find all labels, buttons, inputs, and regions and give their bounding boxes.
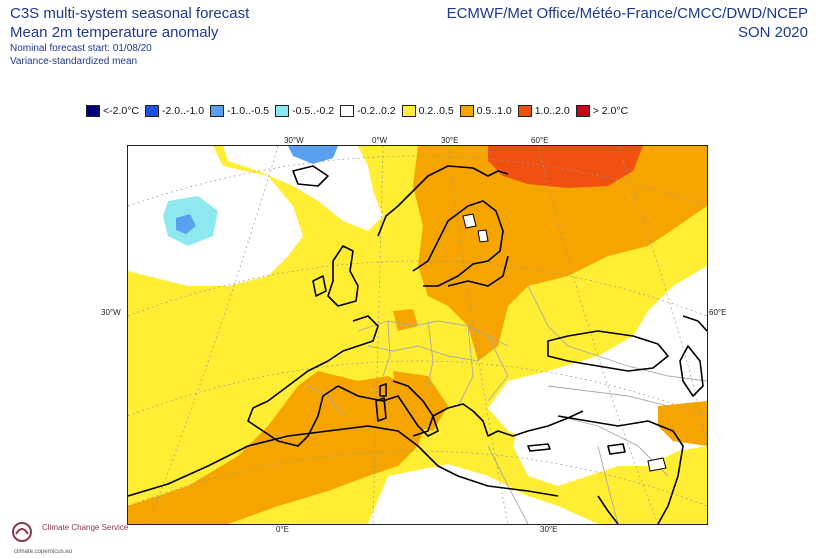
legend-label: > 2.0°C (592, 105, 629, 117)
legend-item: 1.0..2.0 (517, 105, 570, 117)
legend-label: 0.5..1.0 (476, 105, 512, 117)
legend-item: 0.5..1.0 (459, 105, 512, 117)
legend-label: -1.0..-0.5 (227, 105, 270, 117)
axis-label-left-30w: 30°W (101, 308, 121, 317)
legend: <-2.0°C -2.0..-1.0 -1.0..-0.5 -0.5..-0.2 -0.… (86, 103, 634, 119)
logo-text: Climate Change Service (42, 523, 129, 532)
legend-swatch (459, 105, 474, 117)
legend-swatch (86, 105, 100, 117)
anomaly-region-midblue-atlantic (176, 214, 196, 234)
legend-swatch (145, 105, 160, 117)
season-label: SON 2020 (737, 24, 808, 41)
forecast-start: Nominal forecast start: 01/08/20 (10, 43, 152, 54)
map-title: C3S multi-system seasonal forecast (10, 5, 250, 22)
legend-swatch (401, 105, 416, 117)
variance-note: Variance-standardized mean (10, 56, 138, 67)
legend-item: > 2.0°C (575, 105, 629, 117)
country-borders (307, 285, 707, 524)
centres-label: ECMWF/Met Office/Météo-France/CMCC/DWD/N… (446, 5, 808, 22)
axis-label-bottom-0e: 0°E (276, 525, 289, 534)
legend-label: <-2.0°C (103, 105, 140, 117)
legend-label: -2.0..-1.0 (162, 105, 205, 117)
logo-arc-icon (15, 528, 29, 535)
map-subtitle: Mean 2m temperature anomaly (10, 24, 219, 41)
legend-label: -0.5..-0.2 (292, 105, 335, 117)
logo-subtext: climate.copernicus.eu (14, 549, 73, 555)
axis-label-top-60e: 60°E (531, 136, 549, 145)
legend-item: -2.0..-1.0 (145, 105, 204, 117)
legend-label: 0.2..0.5 (418, 105, 454, 117)
anomaly-region-white-north (223, 146, 383, 231)
anomaly-region-orange-ne (413, 146, 707, 361)
copernicus-logo (12, 522, 32, 542)
legend-swatch (275, 105, 290, 117)
legend-item: 0.2..0.5 (401, 105, 454, 117)
anomaly-map (127, 145, 708, 525)
anomaly-region-lightblue-top (288, 146, 338, 164)
anomaly-map-svg (128, 146, 707, 524)
legend-item: -0.5..-0.2 (275, 105, 334, 117)
anomaly-region-red-north (488, 146, 643, 188)
coastlines (128, 165, 707, 524)
axis-label-top-0w: 0°W (372, 136, 388, 145)
anomaly-region-white-east (488, 266, 707, 456)
legend-label: -0.2..0.2 (357, 105, 396, 117)
axis-label-right-60e: 60°E (709, 308, 727, 317)
lakes (462, 213, 667, 472)
axis-label-top-30w: 30°W (284, 136, 304, 145)
legend-swatch (517, 105, 532, 117)
logo-ring-icon (12, 522, 32, 542)
anomaly-region-orange-med (128, 371, 428, 524)
anomaly-region-orange-east (658, 401, 707, 446)
legend-item: -1.0..-0.5 (210, 105, 269, 117)
graticule (128, 146, 707, 524)
axis-label-top-30e: 30°E (441, 136, 459, 145)
title-right-block: ECMWF/Met Office/Météo-France/CMCC/DWD/N… (447, 4, 808, 42)
title-block: C3S multi-system seasonal forecast Mean … (10, 4, 410, 68)
legend-swatch (575, 105, 590, 117)
legend-swatch (340, 105, 355, 117)
legend-item: <-2.0°C (86, 105, 139, 117)
axis-label-bottom-30e: 30°E (540, 525, 558, 534)
anomaly-region-white-africa (368, 464, 598, 524)
legend-item: -0.2..0.2 (340, 105, 396, 117)
legend-swatch (210, 105, 225, 117)
legend-label: 1.0..2.0 (534, 105, 570, 117)
